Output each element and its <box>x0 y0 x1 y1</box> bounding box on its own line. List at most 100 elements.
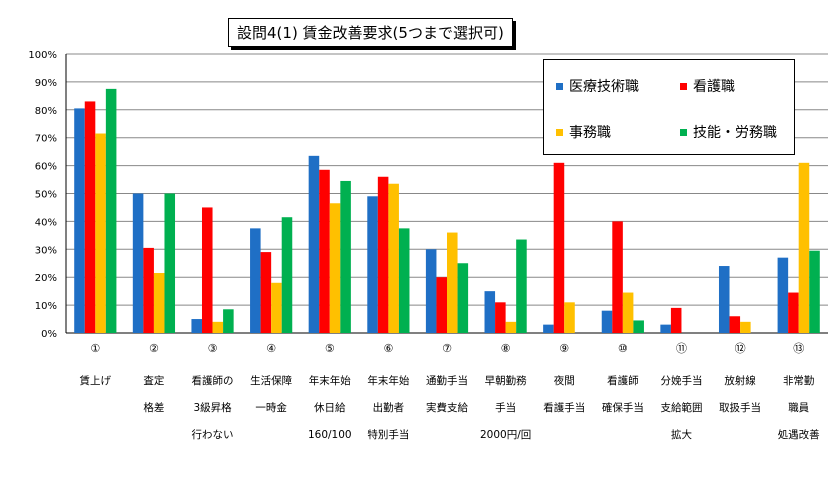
legend-item-nursing: 看護職 <box>680 76 735 96</box>
x-category-label: 出勤者 <box>373 401 405 414</box>
x-category-label: 夜間 <box>554 374 575 387</box>
bar <box>132 193 144 333</box>
bar <box>622 292 634 333</box>
bar <box>84 101 96 334</box>
x-category-label: 早朝勤務 <box>485 374 527 387</box>
x-category-label: 確保手当 <box>602 401 644 414</box>
y-tick-label: 20% <box>35 273 57 284</box>
bar <box>660 324 671 333</box>
legend-swatch-clerical <box>556 128 563 136</box>
bar <box>260 252 272 333</box>
x-category-label: 看護手当 <box>543 401 585 414</box>
chart-title: 設問4(1) 賃金改善要求(5つまで選択可) <box>228 18 513 47</box>
y-tick-label: 70% <box>35 134 57 145</box>
legend: 医療技術職 看護職 事務職 技能・労務職 <box>543 59 795 155</box>
legend-label: 看護職 <box>693 79 735 95</box>
x-category-label: 年末年始 <box>309 374 351 387</box>
bar <box>425 249 437 333</box>
bar <box>436 277 447 333</box>
x-category-label: 手当 <box>495 401 516 414</box>
bar <box>105 88 117 333</box>
y-tick-label: 90% <box>35 78 57 89</box>
x-category-label: 実費支給 <box>426 401 468 414</box>
bar <box>740 321 751 333</box>
bar <box>447 232 458 333</box>
bar <box>612 221 623 333</box>
x-category-label: 特別手当 <box>367 428 409 441</box>
bar <box>340 180 351 333</box>
bar <box>223 309 234 333</box>
x-category-label: 非常勤 <box>783 374 815 387</box>
bar <box>553 162 565 333</box>
bar <box>601 310 613 333</box>
x-category-label: 査定 <box>143 374 164 387</box>
x-category-label: 2000円/回 <box>480 429 531 441</box>
bar <box>633 320 644 333</box>
bar <box>212 321 224 333</box>
x-category-number: ⑥ <box>383 342 393 355</box>
x-category-label: 格差 <box>143 401 164 414</box>
bar <box>788 292 799 333</box>
y-tick-label: 50% <box>35 190 57 201</box>
bar <box>798 162 810 333</box>
x-category-label: 支給範囲 <box>660 401 702 414</box>
x-category-label: 行わない <box>192 428 234 441</box>
y-tick-label: 0% <box>41 329 57 340</box>
bar <box>308 155 320 333</box>
x-category-label: 取扱手当 <box>719 401 761 414</box>
x-category-number: ② <box>149 342 159 355</box>
x-category-label: 3級昇格 <box>193 401 232 414</box>
legend-swatch-skilled-labor <box>680 128 687 136</box>
x-category-number: ⑬ <box>793 342 804 355</box>
x-category-number: ③ <box>208 342 218 355</box>
x-category-label: 放射線 <box>724 374 756 387</box>
legend-swatch-nursing <box>680 82 687 90</box>
x-category-label: 看護師の <box>192 374 234 387</box>
bar <box>484 291 496 333</box>
bar <box>329 203 341 333</box>
bar <box>777 257 789 333</box>
x-category-label: 一時金 <box>255 401 287 414</box>
bar <box>201 207 213 333</box>
x-category-number: ① <box>90 342 100 355</box>
y-tick-label: 30% <box>35 245 57 256</box>
bar <box>367 196 378 333</box>
legend-label: 医療技術職 <box>569 79 639 95</box>
bar <box>718 266 730 333</box>
y-tick-label: 40% <box>35 217 57 228</box>
bar <box>670 307 682 333</box>
x-category-number: ⑦ <box>442 342 452 355</box>
x-category-label: 年末年始 <box>367 374 409 387</box>
legend-swatch-medical-tech <box>556 82 563 90</box>
y-tick-label: 80% <box>35 106 57 117</box>
bar <box>153 273 165 333</box>
bar <box>164 193 176 333</box>
bar <box>495 302 506 333</box>
y-tick-label: 100% <box>28 50 57 61</box>
legend-label: 事務職 <box>569 125 611 141</box>
bar <box>543 324 554 333</box>
x-category-label: 看護師 <box>607 374 639 387</box>
x-category-number: ⑧ <box>501 342 511 355</box>
x-category-label: 分娩手当 <box>660 374 702 387</box>
x-category-number: ④ <box>266 342 276 355</box>
bar <box>377 176 389 333</box>
bar <box>564 302 575 333</box>
bar <box>281 217 293 333</box>
x-category-number: ⑫ <box>735 342 746 355</box>
bar <box>143 247 154 333</box>
x-category-label: 通勤手当 <box>426 374 468 387</box>
legend-label: 技能・労務職 <box>693 125 777 141</box>
y-tick-label: 60% <box>35 162 57 173</box>
bar <box>457 263 469 333</box>
x-category-number: ⑩ <box>618 342 628 355</box>
x-category-label: 生活保障 <box>250 374 292 387</box>
bar <box>271 282 282 333</box>
bar <box>388 183 399 333</box>
bar <box>191 319 202 333</box>
bar <box>516 239 527 333</box>
y-tick-label: 10% <box>35 301 57 312</box>
bar <box>809 250 820 333</box>
x-category-number: ⑪ <box>676 342 687 355</box>
